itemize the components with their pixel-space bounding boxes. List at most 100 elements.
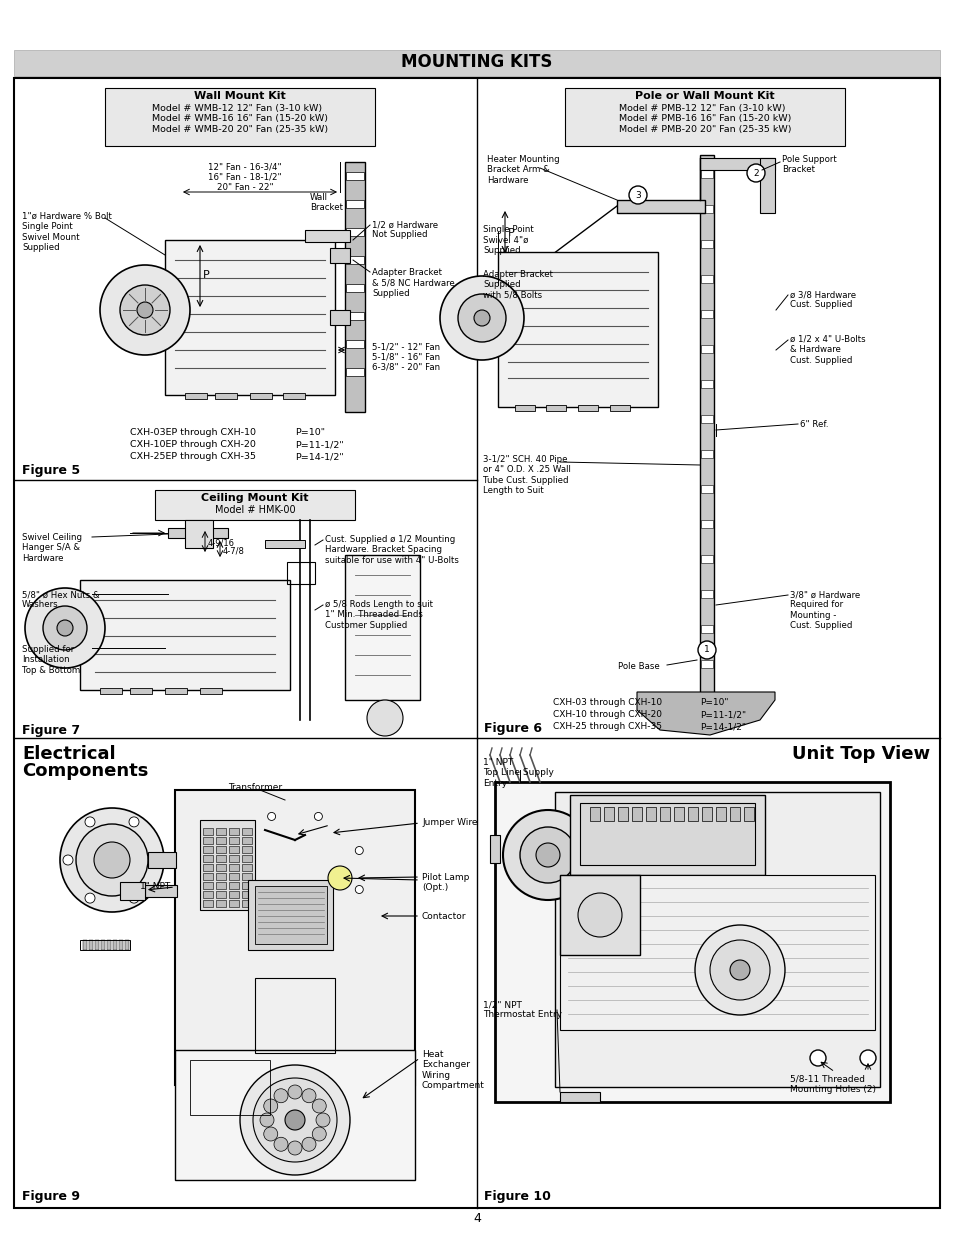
Bar: [229, 890, 239, 898]
Circle shape: [355, 885, 363, 893]
Circle shape: [746, 164, 764, 182]
Text: 1/2 ø Hardware
Not Supplied: 1/2 ø Hardware Not Supplied: [372, 220, 437, 240]
Text: 1" NPT: 1" NPT: [140, 882, 170, 890]
Circle shape: [809, 1050, 825, 1066]
Bar: [555, 792, 879, 1087]
Bar: [346, 284, 364, 291]
Text: Heater Mounting
Bracket Arm &
Hardware: Heater Mounting Bracket Arm & Hardware: [486, 156, 559, 185]
Bar: [700, 555, 712, 563]
Bar: [215, 890, 226, 898]
Circle shape: [100, 266, 190, 354]
Text: Single Point
Swivel 4"ø
Supplied: Single Point Swivel 4"ø Supplied: [482, 225, 533, 254]
Bar: [618, 806, 627, 821]
Circle shape: [302, 1089, 315, 1103]
Bar: [203, 837, 213, 844]
Circle shape: [151, 855, 161, 864]
Bar: [701, 806, 711, 821]
Bar: [603, 806, 614, 821]
Bar: [250, 393, 272, 399]
Bar: [229, 846, 239, 853]
Circle shape: [263, 1128, 277, 1141]
Bar: [265, 540, 305, 548]
Bar: [559, 876, 639, 955]
Circle shape: [76, 824, 148, 897]
Text: 1/2" NPT
Thermostat Entry: 1/2" NPT Thermostat Entry: [482, 1000, 561, 1019]
Bar: [700, 310, 712, 317]
Circle shape: [63, 855, 73, 864]
Bar: [101, 940, 105, 950]
Bar: [215, 827, 226, 835]
Text: 5/8-11 Threaded
Mounting Holes (2): 5/8-11 Threaded Mounting Holes (2): [789, 1074, 875, 1094]
Text: 3: 3: [635, 190, 640, 200]
Bar: [120, 882, 145, 900]
Bar: [203, 846, 213, 853]
Bar: [254, 885, 327, 944]
Text: Unit Top View: Unit Top View: [791, 745, 929, 763]
Bar: [203, 827, 213, 835]
Bar: [154, 490, 355, 520]
Text: P=10": P=10": [294, 429, 325, 437]
Text: Contactor: Contactor: [421, 911, 466, 921]
Bar: [80, 580, 290, 690]
Bar: [200, 688, 222, 694]
Circle shape: [120, 285, 170, 335]
Circle shape: [457, 294, 505, 342]
Bar: [700, 345, 712, 353]
Text: Adapter Bracket
& 5/8 NC Hardware
Supplied: Adapter Bracket & 5/8 NC Hardware Suppli…: [372, 268, 455, 298]
Bar: [645, 806, 656, 821]
Bar: [83, 940, 87, 950]
Bar: [346, 228, 364, 236]
Text: 1"ø Hardware % Bolt
Single Point
Swivel Mount
Supplied: 1"ø Hardware % Bolt Single Point Swivel …: [22, 212, 112, 252]
Text: Pilot Lamp
(Opt.): Pilot Lamp (Opt.): [421, 873, 469, 893]
Bar: [107, 940, 111, 950]
Text: 20" Fan - 22": 20" Fan - 22": [216, 183, 273, 191]
Circle shape: [502, 810, 593, 900]
Bar: [589, 806, 599, 821]
Bar: [330, 310, 350, 325]
Bar: [673, 806, 683, 821]
Text: CXH-25EP through CXH-35: CXH-25EP through CXH-35: [130, 452, 255, 461]
Bar: [700, 158, 774, 170]
Bar: [545, 405, 565, 411]
Bar: [687, 806, 698, 821]
Bar: [203, 900, 213, 906]
Bar: [248, 881, 333, 950]
Bar: [125, 940, 129, 950]
Bar: [215, 873, 226, 881]
Bar: [229, 882, 239, 889]
Text: Figure 7: Figure 7: [22, 724, 80, 737]
Circle shape: [328, 866, 352, 890]
Circle shape: [85, 816, 95, 827]
Bar: [185, 393, 207, 399]
Bar: [346, 312, 364, 320]
Bar: [346, 256, 364, 264]
Ellipse shape: [205, 769, 385, 969]
Bar: [330, 248, 350, 263]
Circle shape: [285, 1110, 305, 1130]
Text: Jumper Wire: Jumper Wire: [421, 818, 477, 827]
Text: Model # WMB-12 12" Fan (3-10 kW)
Model # WMB-16 16" Fan (15-20 kW)
Model # WMB-2: Model # WMB-12 12" Fan (3-10 kW) Model #…: [152, 104, 328, 133]
Text: 16" Fan - 18-1/2": 16" Fan - 18-1/2": [208, 173, 281, 182]
Text: Figure 5: Figure 5: [22, 464, 80, 477]
Text: P=14-1/2": P=14-1/2": [700, 722, 745, 731]
Bar: [346, 200, 364, 207]
Bar: [215, 837, 226, 844]
Bar: [700, 275, 712, 283]
Bar: [215, 864, 226, 871]
Circle shape: [536, 844, 559, 867]
Circle shape: [474, 310, 490, 326]
Bar: [215, 882, 226, 889]
Text: CXH-03 through CXH-10: CXH-03 through CXH-10: [553, 698, 661, 706]
Bar: [700, 205, 712, 212]
Bar: [490, 835, 499, 863]
Bar: [700, 156, 713, 700]
Text: 5-1/2" - 12" Fan
5-1/8" - 16" Fan
6-3/8" - 20" Fan: 5-1/2" - 12" Fan 5-1/8" - 16" Fan 6-3/8"…: [372, 342, 439, 372]
Circle shape: [729, 960, 749, 981]
Text: P=11-1/2": P=11-1/2": [294, 440, 343, 450]
Circle shape: [288, 1086, 302, 1099]
Text: P: P: [507, 228, 515, 238]
Bar: [95, 940, 99, 950]
Bar: [700, 625, 712, 634]
Text: CXH-03EP through CXH-10: CXH-03EP through CXH-10: [130, 429, 255, 437]
Bar: [100, 688, 122, 694]
